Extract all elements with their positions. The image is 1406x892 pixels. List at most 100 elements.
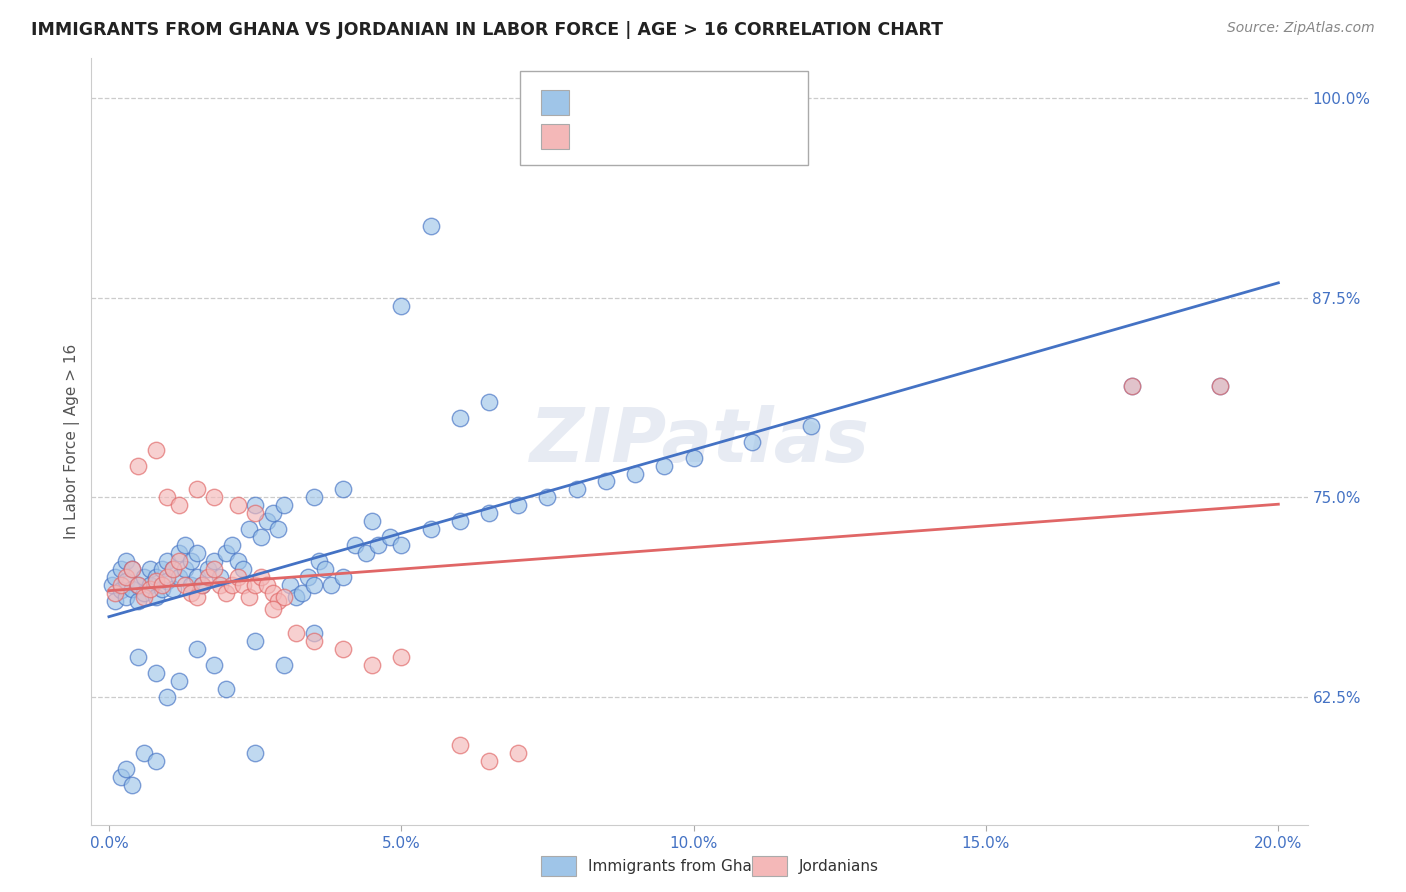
Point xyxy=(273,590,295,604)
Point xyxy=(132,590,155,604)
Point xyxy=(202,658,225,673)
Point xyxy=(449,515,471,529)
Point xyxy=(145,666,167,681)
Point xyxy=(221,538,243,552)
Point xyxy=(139,582,162,596)
Point xyxy=(115,554,138,568)
Point xyxy=(232,578,254,592)
Text: 0.081: 0.081 xyxy=(620,128,672,145)
Point xyxy=(221,578,243,592)
Point xyxy=(565,483,588,497)
Point xyxy=(156,570,179,584)
Point xyxy=(367,538,389,552)
Text: 0.260: 0.260 xyxy=(620,94,672,112)
Point xyxy=(232,562,254,576)
Point xyxy=(197,562,219,576)
Point xyxy=(1121,378,1143,392)
Point xyxy=(162,562,184,576)
Point xyxy=(180,586,202,600)
Point xyxy=(115,762,138,776)
Text: Source: ZipAtlas.com: Source: ZipAtlas.com xyxy=(1227,21,1375,35)
Point xyxy=(654,458,676,473)
Point xyxy=(115,590,138,604)
Point xyxy=(174,578,197,592)
Point xyxy=(302,491,325,505)
Point xyxy=(197,570,219,584)
Point xyxy=(145,570,167,584)
Point xyxy=(115,574,138,588)
Point xyxy=(121,562,143,576)
Text: ZIPatlas: ZIPatlas xyxy=(530,405,869,478)
Text: Jordanians: Jordanians xyxy=(799,859,879,873)
Point xyxy=(167,546,190,560)
Point xyxy=(180,554,202,568)
Point xyxy=(101,578,124,592)
Point xyxy=(121,582,143,596)
Point xyxy=(150,562,173,576)
Point xyxy=(302,578,325,592)
Point xyxy=(162,582,184,596)
Point xyxy=(115,570,138,584)
Point xyxy=(262,602,284,616)
Text: Immigrants from Ghana: Immigrants from Ghana xyxy=(588,859,770,873)
Point xyxy=(308,554,330,568)
Point xyxy=(1209,378,1232,392)
Point xyxy=(132,746,155,760)
Point xyxy=(1121,378,1143,392)
Point xyxy=(226,570,249,584)
Point xyxy=(202,491,225,505)
Point xyxy=(250,530,273,544)
Point xyxy=(536,491,558,505)
Point xyxy=(314,562,336,576)
Point xyxy=(332,570,354,584)
Point xyxy=(150,578,173,592)
Point xyxy=(321,578,343,592)
Point xyxy=(238,523,260,537)
Point xyxy=(256,515,278,529)
Point xyxy=(208,570,231,584)
Point xyxy=(156,690,179,705)
Point xyxy=(121,778,143,792)
Point xyxy=(361,658,384,673)
Point xyxy=(174,562,197,576)
Point xyxy=(186,483,208,497)
Point xyxy=(285,626,308,640)
Point xyxy=(508,499,530,513)
Point xyxy=(104,586,127,600)
Point xyxy=(186,590,208,604)
Point xyxy=(215,586,238,600)
Point xyxy=(243,634,266,648)
Point xyxy=(273,658,295,673)
Point xyxy=(202,554,225,568)
Text: N =: N = xyxy=(679,94,716,112)
Point xyxy=(139,562,162,576)
Point xyxy=(302,626,325,640)
Point xyxy=(419,523,441,537)
Point xyxy=(110,583,132,598)
Point xyxy=(389,538,412,552)
Point xyxy=(256,578,278,592)
Point xyxy=(127,578,149,592)
Point xyxy=(624,467,647,481)
Point xyxy=(110,770,132,784)
Point xyxy=(156,554,179,568)
Point xyxy=(285,590,308,604)
Point xyxy=(267,523,290,537)
Point xyxy=(389,299,412,313)
Point xyxy=(278,578,301,592)
Text: R =: R = xyxy=(581,94,617,112)
Point xyxy=(389,650,412,665)
Point xyxy=(595,475,617,489)
Text: IMMIGRANTS FROM GHANA VS JORDANIAN IN LABOR FORCE | AGE > 16 CORRELATION CHART: IMMIGRANTS FROM GHANA VS JORDANIAN IN LA… xyxy=(31,21,943,38)
Point xyxy=(449,738,471,752)
Point xyxy=(132,586,155,600)
Point xyxy=(110,578,132,592)
Point xyxy=(167,554,190,568)
Point xyxy=(191,578,214,592)
Point xyxy=(110,562,132,576)
Point xyxy=(243,746,266,760)
Point xyxy=(167,570,190,584)
Point xyxy=(186,570,208,584)
Point xyxy=(127,458,149,473)
Point xyxy=(104,570,127,584)
